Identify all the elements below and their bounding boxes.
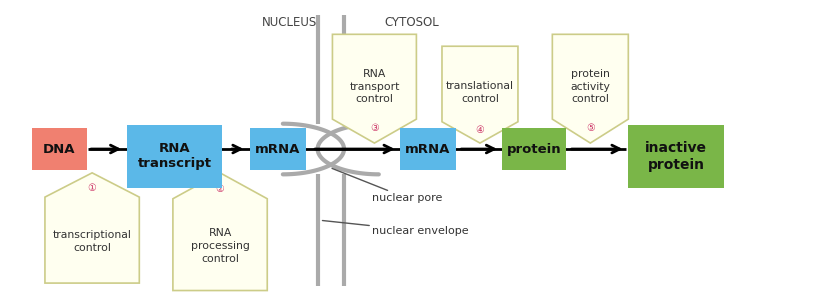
Text: nuclear envelope: nuclear envelope (322, 220, 468, 236)
Text: DNA: DNA (43, 143, 76, 156)
Text: nuclear pore: nuclear pore (332, 168, 442, 203)
Polygon shape (45, 173, 140, 283)
Polygon shape (173, 173, 268, 291)
FancyBboxPatch shape (250, 128, 306, 170)
Text: ③: ③ (370, 123, 379, 133)
Text: ②: ② (215, 184, 224, 194)
Text: ④: ④ (476, 125, 485, 134)
Text: RNA
transcript: RNA transcript (137, 143, 211, 171)
Text: mRNA: mRNA (406, 143, 450, 156)
FancyBboxPatch shape (126, 125, 223, 188)
Polygon shape (332, 34, 416, 143)
Text: ①: ① (88, 183, 96, 193)
FancyBboxPatch shape (503, 128, 566, 170)
Text: transcriptional
control: transcriptional control (53, 230, 131, 253)
FancyBboxPatch shape (628, 125, 724, 188)
Text: RNA
transport
control: RNA transport control (349, 69, 400, 104)
FancyBboxPatch shape (400, 128, 456, 170)
Text: CYTOSOL: CYTOSOL (384, 16, 439, 29)
Text: protein
activity
control: protein activity control (570, 69, 610, 104)
Polygon shape (442, 46, 518, 143)
Text: protein: protein (507, 143, 561, 156)
Text: mRNA: mRNA (255, 143, 300, 156)
Text: RNA
processing
control: RNA processing control (191, 228, 250, 264)
Text: NUCLEUS: NUCLEUS (262, 16, 317, 29)
Text: translational
control: translational control (446, 81, 514, 104)
FancyBboxPatch shape (32, 128, 86, 170)
Polygon shape (552, 34, 628, 143)
Text: ⑤: ⑤ (586, 123, 595, 133)
Text: inactive
protein: inactive protein (645, 141, 707, 171)
